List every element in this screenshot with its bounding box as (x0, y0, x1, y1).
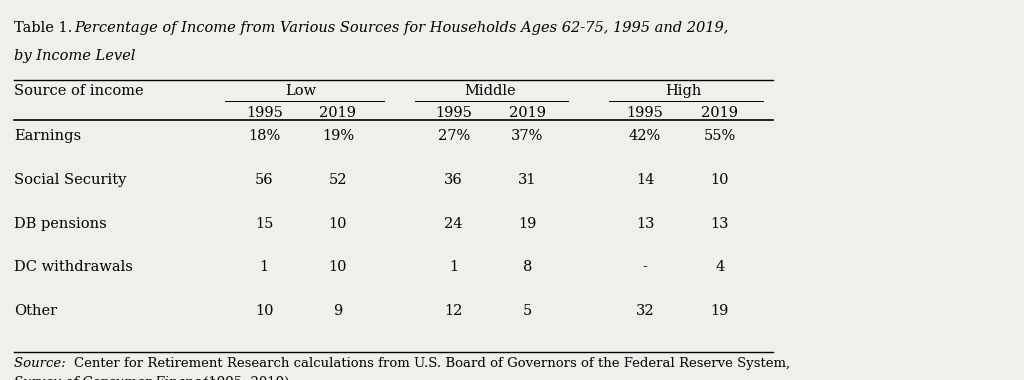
Text: by Income Level: by Income Level (14, 49, 136, 63)
Text: Source of income: Source of income (14, 84, 144, 98)
Text: 1995: 1995 (246, 106, 283, 120)
Text: Low: Low (286, 84, 316, 98)
Text: 2019: 2019 (319, 106, 356, 120)
Text: -: - (643, 260, 647, 274)
Text: High: High (665, 84, 701, 98)
Text: 1995: 1995 (435, 106, 472, 120)
Text: 10: 10 (329, 217, 347, 231)
Text: 14: 14 (636, 173, 654, 187)
Text: DC withdrawals: DC withdrawals (14, 260, 133, 274)
Text: 19%: 19% (322, 129, 354, 143)
Text: Social Security: Social Security (14, 173, 127, 187)
Text: 18%: 18% (248, 129, 281, 143)
Text: 10: 10 (255, 304, 273, 318)
Text: 10: 10 (329, 260, 347, 274)
Text: 19: 19 (518, 217, 537, 231)
Text: 36: 36 (444, 173, 463, 187)
Text: 27%: 27% (437, 129, 470, 143)
Text: 4: 4 (715, 260, 725, 274)
Text: 37%: 37% (511, 129, 544, 143)
Text: 1: 1 (260, 260, 268, 274)
Text: 24: 24 (444, 217, 463, 231)
Text: Earnings: Earnings (14, 129, 82, 143)
Text: 5: 5 (522, 304, 532, 318)
Text: 19: 19 (711, 304, 729, 318)
Text: 10: 10 (711, 173, 729, 187)
Text: 52: 52 (329, 173, 347, 187)
Text: Survey of Consumer Finances: Survey of Consumer Finances (14, 376, 216, 380)
Text: (1995, 2019).: (1995, 2019). (199, 376, 293, 380)
Text: 2019: 2019 (701, 106, 738, 120)
Text: 9: 9 (333, 304, 343, 318)
Text: Center for Retirement Research calculations from U.S. Board of Governors of the : Center for Retirement Research calculati… (74, 357, 790, 370)
Text: 12: 12 (444, 304, 463, 318)
Text: 8: 8 (522, 260, 532, 274)
Text: 2019: 2019 (509, 106, 546, 120)
Text: Source:: Source: (14, 357, 71, 370)
Text: 55%: 55% (703, 129, 736, 143)
Text: 13: 13 (711, 217, 729, 231)
Text: Percentage of Income from Various Sources for Households Ages 62-75, 1995 and 20: Percentage of Income from Various Source… (74, 21, 728, 35)
Text: DB pensions: DB pensions (14, 217, 108, 231)
Text: 1: 1 (450, 260, 458, 274)
Text: 32: 32 (636, 304, 654, 318)
Text: 13: 13 (636, 217, 654, 231)
Text: 15: 15 (255, 217, 273, 231)
Text: 56: 56 (255, 173, 273, 187)
Text: Table 1.: Table 1. (14, 21, 77, 35)
Text: 42%: 42% (629, 129, 662, 143)
Text: 1995: 1995 (627, 106, 664, 120)
Text: Middle: Middle (465, 84, 516, 98)
Text: Other: Other (14, 304, 57, 318)
Text: 31: 31 (518, 173, 537, 187)
